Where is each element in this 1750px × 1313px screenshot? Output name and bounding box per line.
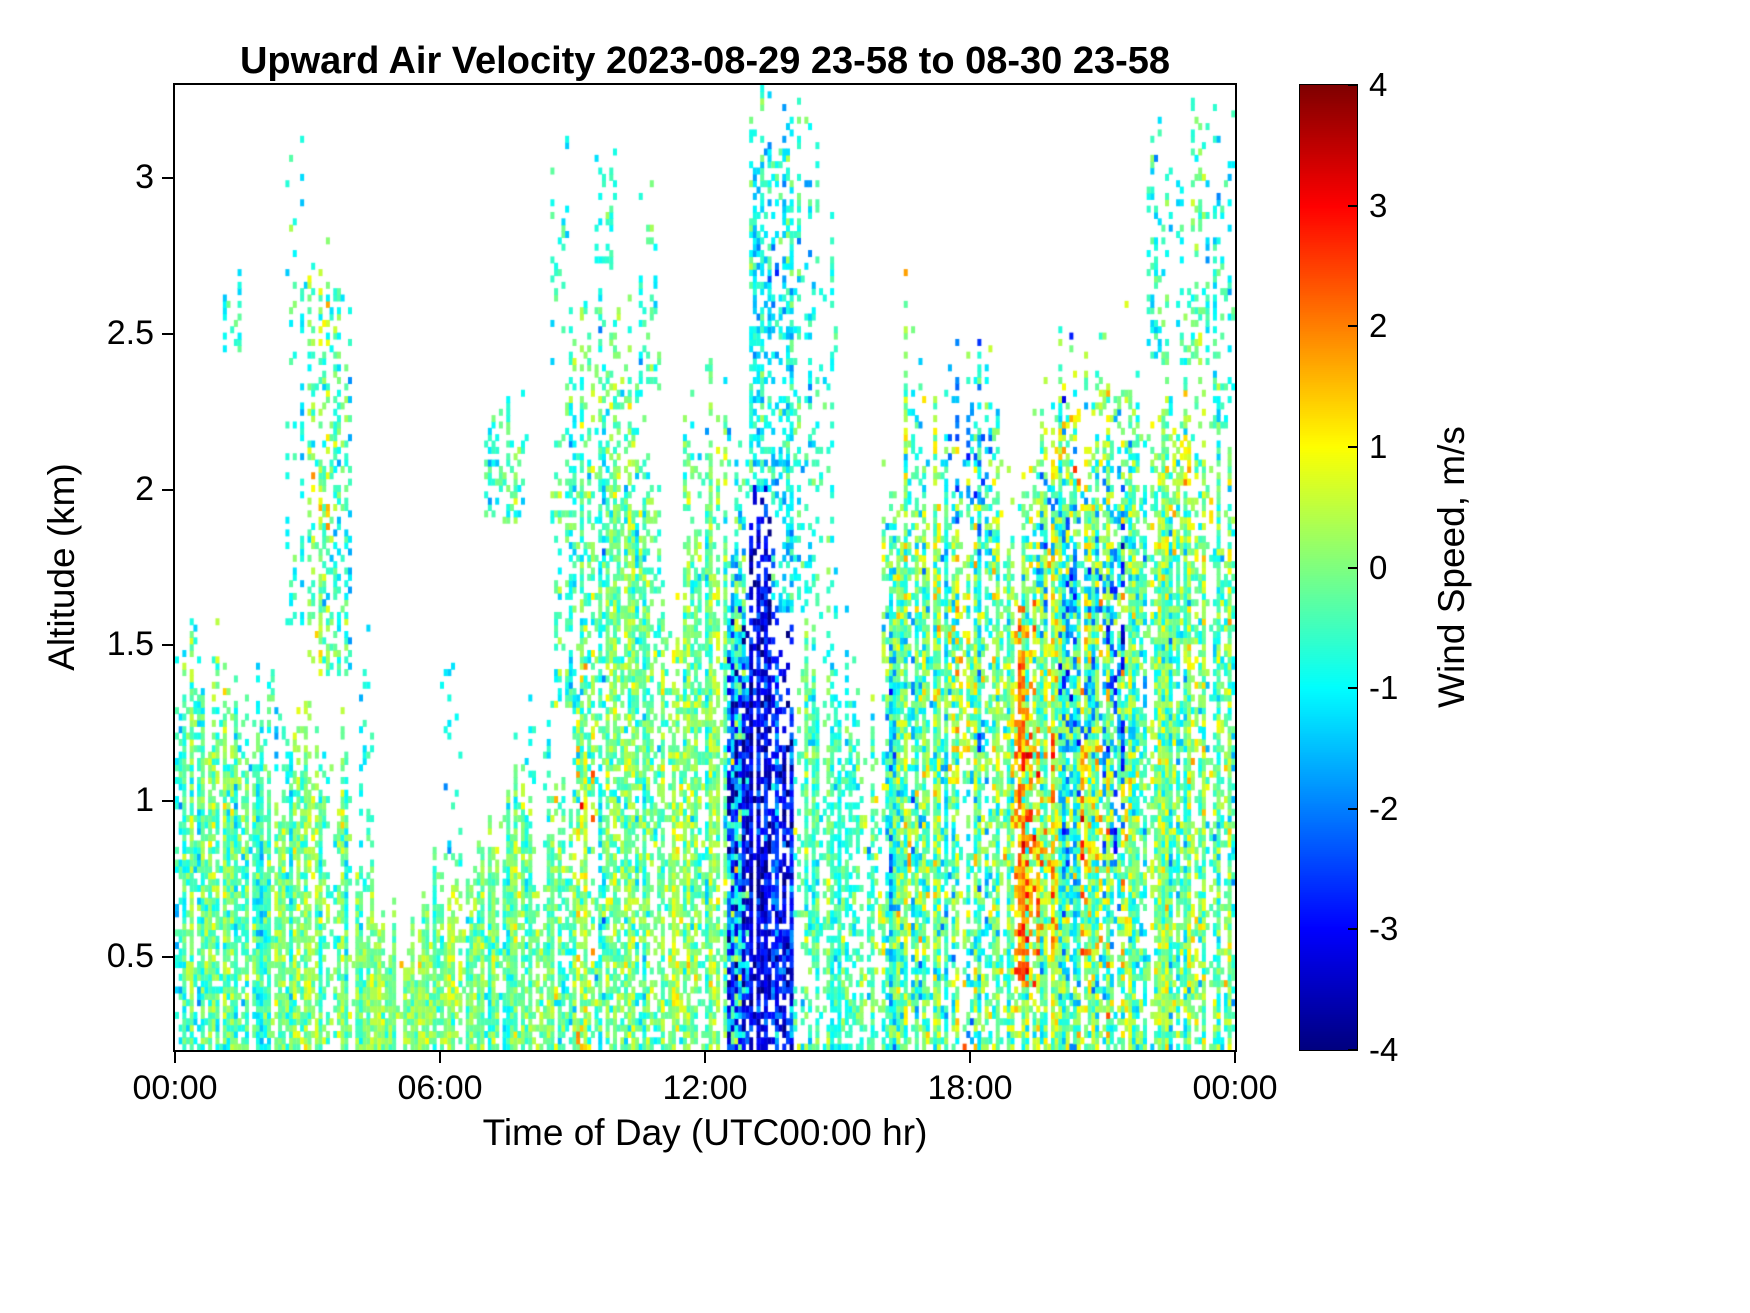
colorbar-tick-mark: [1348, 807, 1357, 810]
x-axis-label: Time of Day (UTC00:00 hr): [482, 1112, 928, 1153]
x-tick-label: 06:00: [397, 1069, 483, 1107]
y-tick-mark: [162, 177, 175, 180]
colorbar-tick-label: 0: [1369, 548, 1388, 586]
colorbar-tick-mark: [1348, 84, 1357, 86]
y-axis-label: Altitude (km): [41, 463, 82, 671]
x-tick-label: 00:00: [132, 1069, 218, 1107]
colorbar-tick-label: 2: [1369, 307, 1388, 345]
colorbar-tick-mark: [1348, 1049, 1357, 1051]
colorbar-tick-label: 4: [1369, 66, 1388, 103]
y-tick-mark: [162, 799, 175, 802]
y-tick-label: 2: [135, 469, 154, 508]
y-tick-label: 1.5: [106, 625, 154, 664]
colorbar-tick-mark: [1348, 445, 1357, 448]
x-tick-mark: [1234, 1050, 1236, 1063]
x-tick-mark: [969, 1050, 971, 1063]
y-tick-label: 0.5: [106, 936, 154, 975]
chart-title: Upward Air Velocity 2023-08-29 23-58 to …: [239, 40, 1171, 82]
x-tick-mark: [704, 1050, 706, 1063]
x-tick-mark: [174, 1050, 176, 1063]
colorbar-tick-mark: [1348, 687, 1357, 690]
colorbar-tick-label: -4: [1369, 1031, 1399, 1068]
y-tick-mark: [162, 488, 175, 491]
y-tick-label: 2.5: [106, 314, 154, 353]
colorbar-tick-mark: [1348, 325, 1357, 328]
heatmap-plot: [175, 85, 1235, 1050]
y-tick-label: 1: [135, 780, 154, 819]
colorbar-tick-label: -3: [1369, 910, 1399, 948]
x-tick-label: 00:00: [1192, 1069, 1278, 1107]
colorbar-tick-label: 3: [1369, 186, 1388, 224]
x-tick-mark: [439, 1050, 441, 1063]
y-tick-mark: [162, 644, 175, 647]
colorbar-tick-mark: [1348, 928, 1357, 931]
x-tick-label: 18:00: [927, 1069, 1013, 1107]
colorbar-tick-mark: [1348, 566, 1357, 569]
y-tick-label: 3: [135, 158, 154, 197]
colorbar-tick-label: 1: [1369, 427, 1388, 465]
colorbar-tick-label: -2: [1369, 789, 1399, 827]
y-tick-mark: [162, 955, 175, 958]
colorbar-tick-label: -1: [1369, 669, 1399, 707]
y-tick-mark: [162, 333, 175, 336]
x-tick-label: 12:00: [662, 1069, 748, 1107]
colorbar: [1300, 85, 1357, 1050]
colorbar-tick-mark: [1348, 204, 1357, 207]
